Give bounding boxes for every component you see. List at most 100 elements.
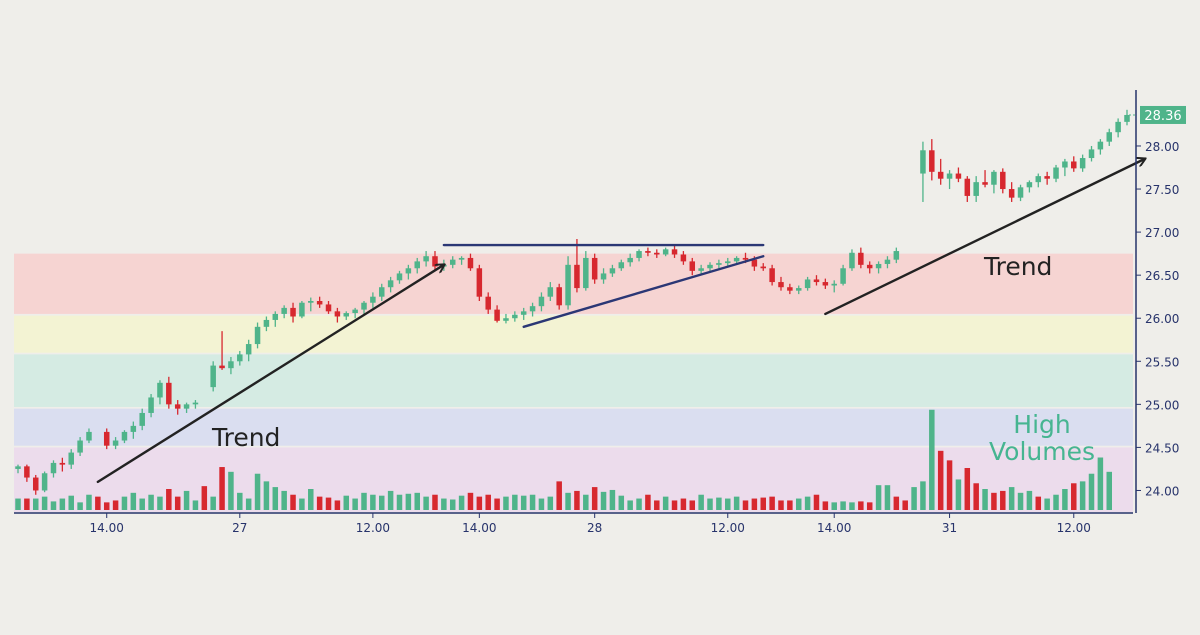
volume-bar: [396, 494, 403, 510]
candle-up: [725, 257, 731, 267]
candle-up: [192, 400, 199, 409]
candle-body: [866, 264, 873, 269]
candle-body: [174, 404, 181, 409]
candle-down: [485, 292, 491, 314]
candle-down: [929, 139, 935, 181]
volume-bar: [840, 501, 846, 510]
candle-body: [583, 257, 589, 289]
volume-bar: [964, 468, 971, 510]
volume-bar: [387, 490, 394, 510]
candle-down: [689, 257, 696, 276]
volume-bar: [352, 498, 358, 510]
candle-body: [121, 431, 128, 441]
candle-down: [1000, 168, 1006, 194]
high-volumes-label-line2: Volumes: [989, 437, 1095, 466]
volume-bar: [627, 500, 633, 510]
candle-body: [574, 264, 580, 289]
volume-bar: [86, 494, 92, 510]
candle-up: [272, 311, 279, 327]
volume-bar: [281, 490, 287, 510]
candle-body: [875, 263, 882, 269]
candle-body: [946, 173, 953, 179]
candle-body: [591, 257, 598, 280]
volume-layer: [15, 409, 1113, 510]
candle-body: [370, 296, 376, 303]
x-tick-label: 12.00: [356, 521, 390, 535]
volume-bar: [778, 500, 784, 510]
candle-body: [920, 150, 926, 174]
candle-up: [228, 356, 234, 375]
candle-up: [804, 276, 811, 291]
volume-bar: [875, 485, 882, 510]
volume-bar: [1079, 481, 1086, 510]
candle-body: [662, 249, 669, 255]
candle-body: [272, 313, 279, 320]
volume-bar: [512, 494, 518, 510]
candle-up: [520, 307, 527, 320]
candle-body: [520, 311, 527, 315]
volume-bar: [157, 496, 163, 510]
candle-body: [937, 171, 944, 179]
volume-bar: [325, 497, 332, 510]
candle-body: [600, 273, 607, 280]
volume-bar: [1106, 471, 1113, 510]
candle-down: [174, 400, 181, 415]
candle-up: [512, 311, 518, 322]
volume-bar: [299, 498, 305, 510]
volume-bar: [476, 496, 483, 510]
volume-bar: [361, 492, 367, 510]
candle-body: [503, 318, 509, 321]
volume-bar: [831, 502, 837, 510]
candle-body: [654, 252, 660, 255]
volume-bar: [698, 494, 704, 510]
candle-up: [458, 256, 465, 265]
candle-body: [183, 404, 190, 409]
candle-up: [636, 249, 642, 262]
candle-up: [121, 430, 128, 444]
candle-body: [423, 256, 429, 262]
volume-bar: [219, 467, 225, 510]
candle-body: [831, 283, 837, 286]
candle-body: [103, 431, 110, 446]
candle-up: [86, 428, 92, 444]
candle-layer: [15, 109, 1130, 495]
volume-bar: [973, 483, 979, 510]
trend-arrow-2: [824, 159, 1144, 316]
candle-body: [636, 251, 642, 258]
volume-bar: [609, 489, 616, 510]
candle-down: [1044, 171, 1050, 185]
candle-up: [370, 292, 376, 308]
candle-body: [432, 256, 438, 267]
candle-down: [574, 238, 580, 293]
candle-body: [130, 425, 137, 432]
candle-down: [219, 331, 225, 370]
volume-bar: [148, 494, 154, 510]
volume-bar: [902, 500, 908, 510]
volume-bar: [858, 501, 864, 510]
candle-body: [1035, 176, 1042, 183]
volume-bar: [405, 493, 412, 510]
y-tick-label: 24.00: [1145, 484, 1179, 498]
volume-bar: [787, 500, 793, 510]
y-tick-label: 24.50: [1145, 441, 1179, 455]
candle-down: [591, 253, 598, 284]
volume-bar: [716, 497, 722, 510]
candle-up: [662, 247, 669, 257]
candle-body: [458, 257, 465, 260]
volume-bar: [1053, 494, 1059, 510]
volume-bar: [414, 492, 420, 510]
candle-up: [1124, 109, 1130, 126]
volume-bar: [103, 502, 110, 510]
candle-down: [654, 249, 660, 258]
candle-down: [813, 275, 820, 286]
candle-body: [1071, 161, 1077, 169]
volume-bar: [432, 494, 438, 510]
candle-body: [112, 440, 119, 446]
volume-bar: [849, 502, 855, 510]
candle-up: [112, 437, 119, 450]
candle-body: [778, 282, 784, 288]
volume-bar: [654, 500, 660, 510]
volume-bar: [556, 481, 562, 510]
volume-bar: [689, 500, 696, 510]
